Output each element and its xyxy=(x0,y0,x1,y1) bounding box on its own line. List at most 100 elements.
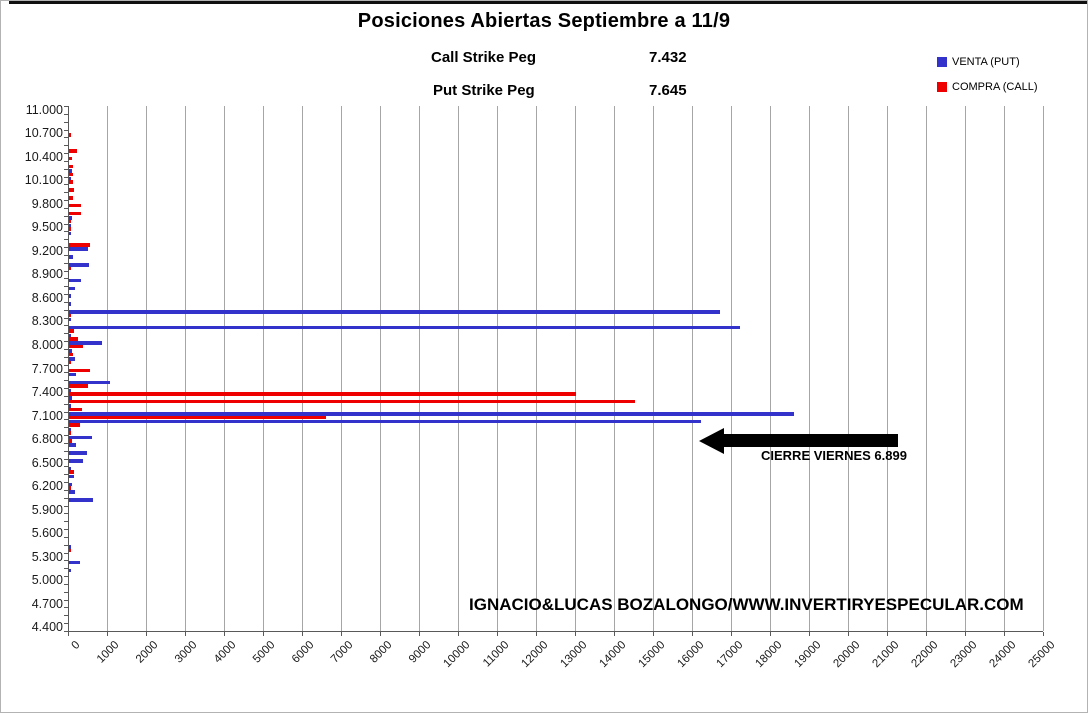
y-axis-tick xyxy=(64,403,68,405)
y-axis-tick xyxy=(64,552,68,554)
bar-venta xyxy=(69,357,75,361)
bar-compra xyxy=(69,548,71,553)
y-axis-tick xyxy=(64,419,68,421)
y-axis-tick xyxy=(64,325,68,327)
bar-venta xyxy=(69,380,110,385)
bar-compra xyxy=(69,149,77,153)
y-tick-label: 4.700 xyxy=(31,596,63,611)
y-axis-tick xyxy=(64,513,68,515)
gridline xyxy=(380,106,381,631)
gridline xyxy=(575,106,576,631)
bar-compra xyxy=(69,203,81,208)
x-axis-tick xyxy=(653,632,654,636)
bar-venta xyxy=(69,341,102,345)
bar-venta xyxy=(69,176,71,181)
bar-venta xyxy=(69,325,740,330)
y-axis-tick xyxy=(64,380,68,382)
gridline xyxy=(887,106,888,631)
gridline xyxy=(614,106,615,631)
y-axis-tick xyxy=(64,184,68,186)
y-axis-tick xyxy=(64,309,68,311)
x-axis-tick xyxy=(224,632,225,636)
legend-item-compra: COMPRA (CALL) xyxy=(937,81,1087,93)
x-axis-tick xyxy=(263,632,264,636)
bar-venta xyxy=(69,545,71,549)
gridline xyxy=(224,106,225,631)
y-axis-tick xyxy=(64,583,68,585)
bar-venta xyxy=(69,247,88,251)
legend: VENTA (PUT) COMPRA (CALL) xyxy=(937,56,1087,106)
bar-venta xyxy=(69,404,72,408)
bar-venta xyxy=(69,568,71,573)
y-axis-tick xyxy=(64,207,68,209)
bar-venta xyxy=(69,286,75,291)
call-strike-value: 7.432 xyxy=(649,49,687,66)
y-axis-tick xyxy=(64,623,68,625)
x-axis-tick xyxy=(185,632,186,636)
bar-compra xyxy=(69,243,90,247)
bar-venta xyxy=(69,474,74,479)
y-axis-tick xyxy=(64,615,68,617)
bar-venta xyxy=(69,443,77,447)
y-axis-tick xyxy=(64,254,68,256)
bar-venta xyxy=(69,435,92,440)
bar-compra xyxy=(69,172,73,177)
y-tick-label: 7.400 xyxy=(31,385,63,399)
bar-venta xyxy=(69,372,77,377)
put-strike-value: 7.645 xyxy=(649,82,687,99)
y-axis-line xyxy=(68,106,69,631)
y-axis-tick xyxy=(64,348,68,350)
y-tick-label: 9.800 xyxy=(31,196,63,211)
bar-compra xyxy=(69,164,74,169)
y-axis-tick xyxy=(64,160,68,162)
plot-area: 0 1000 2000 3000 4000 5000 6000 7000 8000 9000 100… xyxy=(25,103,1058,670)
chart-title: Posiciones Abiertas Septiembre a 11/9 xyxy=(357,10,731,32)
y-axis-tick xyxy=(64,458,68,460)
bar-compra xyxy=(69,384,88,388)
y-axis-tick xyxy=(64,529,68,531)
y-tick-label: 5.900 xyxy=(31,502,63,517)
gridline xyxy=(419,106,420,631)
bar-venta xyxy=(69,231,72,236)
bar-compra xyxy=(69,156,72,161)
y-tick-label: 5.600 xyxy=(31,526,63,541)
y-tick-label: 10.100 xyxy=(24,173,63,188)
bar-compra xyxy=(69,313,72,318)
y-axis-tick xyxy=(64,356,68,358)
legend-item-venta: VENTA (PUT) xyxy=(937,56,1087,68)
bar-venta xyxy=(69,216,72,220)
y-axis-tick xyxy=(64,200,68,202)
y-axis-tick xyxy=(64,607,68,609)
bar-venta xyxy=(69,278,82,283)
y-tick-label: 9.500 xyxy=(31,220,63,235)
x-axis-tick xyxy=(536,632,537,636)
bar-venta xyxy=(69,302,71,306)
x-axis-tick xyxy=(68,632,69,636)
gridline xyxy=(731,106,732,631)
x-axis-tick xyxy=(146,632,147,636)
y-tick-label: 8.900 xyxy=(31,267,63,282)
gridline xyxy=(458,106,459,631)
bar-compra xyxy=(69,266,71,271)
bar-venta xyxy=(69,255,73,259)
bar-venta xyxy=(69,466,72,471)
y-axis-tick xyxy=(64,411,68,413)
gridline xyxy=(263,106,264,631)
y-axis-tick xyxy=(64,576,68,578)
y-axis-tick xyxy=(64,364,68,366)
y-axis-tick xyxy=(64,106,68,107)
y-axis-tick xyxy=(64,223,68,225)
bar-venta xyxy=(69,498,94,502)
y-axis-tick xyxy=(64,215,68,217)
bar-compra xyxy=(69,360,72,365)
y-axis-tick xyxy=(64,247,68,249)
y-tick-label: 10.700 xyxy=(24,126,63,141)
bar-compra xyxy=(69,486,71,490)
gridline xyxy=(653,106,654,631)
x-axis-tick xyxy=(770,632,771,636)
x-axis-tick xyxy=(887,632,888,636)
x-axis-tick xyxy=(809,632,810,636)
close-price-annotation: CIERRE VIERNES 6.899 xyxy=(761,448,907,463)
bar-compra xyxy=(69,439,73,443)
y-axis-tick xyxy=(64,482,68,484)
